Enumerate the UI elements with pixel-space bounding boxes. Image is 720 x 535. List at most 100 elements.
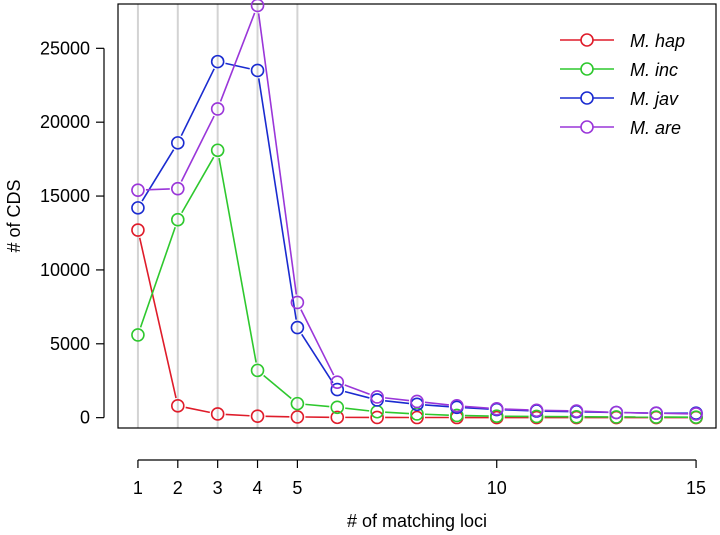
series-line-segment [257, 13, 298, 295]
series-line-segment [225, 413, 250, 417]
series-line-segment [218, 157, 257, 363]
series-line-segment [145, 188, 170, 191]
y-axis-title: # of CDS [4, 179, 24, 252]
data-point [131, 328, 145, 342]
series-line-segment [180, 115, 215, 182]
data-point [290, 396, 305, 411]
data-point [210, 407, 225, 421]
data-point [250, 409, 265, 423]
data-point [529, 403, 544, 418]
data-point [131, 223, 145, 237]
series-line-segment [424, 413, 449, 416]
gridlines [136, 4, 299, 428]
series-line-segment [301, 333, 334, 384]
series-line-segment [345, 407, 370, 412]
series-group [131, 0, 703, 421]
series-line-segment [464, 406, 489, 410]
y-tick-label: 10000 [40, 260, 90, 280]
series-line-segment [257, 78, 297, 320]
legend-item: M. hap [560, 31, 685, 51]
legend-item: M. inc [560, 60, 678, 80]
legend: M. hap M. inc M. jav M. are [560, 31, 685, 138]
legend-marker [580, 62, 594, 76]
data-point [290, 320, 305, 335]
data-point [250, 363, 265, 378]
data-point [330, 400, 345, 415]
series-line-segment [384, 397, 410, 402]
data-point [290, 295, 305, 310]
plot-frame [117, 3, 717, 429]
x-axis-title: # of matching loci [347, 511, 487, 531]
legend-label: M. hap [630, 31, 685, 51]
series [131, 0, 703, 425]
data-point [171, 181, 185, 196]
legend-marker [580, 33, 594, 47]
series-line-segment [180, 68, 215, 137]
series-line-segment [385, 411, 410, 415]
y-tick-label: 25000 [40, 38, 90, 58]
x-tick-label: 10 [487, 478, 507, 498]
legend-marker [580, 120, 594, 134]
data-point [330, 382, 345, 397]
data-point [410, 394, 424, 409]
data-point [689, 407, 703, 421]
y-tick-label: 5000 [50, 334, 90, 354]
y-tick-label: 15000 [40, 186, 90, 206]
data-point [609, 405, 624, 420]
legend-label: M. are [630, 118, 681, 138]
data-point [489, 401, 504, 416]
x-tick-label: 15 [686, 478, 706, 498]
series-line-segment [225, 62, 250, 70]
data-point [131, 201, 145, 215]
series-line-segment [464, 405, 489, 410]
data-point [210, 102, 225, 116]
series-line-segment [424, 404, 449, 408]
series-line-segment [141, 149, 175, 202]
data-point [210, 143, 225, 158]
x-tick-label: 2 [173, 478, 183, 498]
data-point [410, 410, 424, 425]
data-point [250, 0, 265, 13]
data-point [450, 399, 464, 413]
series-line-segment [424, 401, 450, 406]
series-line-segment [263, 374, 292, 400]
data-point [131, 183, 145, 197]
series-line-segment [139, 226, 176, 328]
series-group [131, 143, 703, 425]
y-tick-label: 20000 [40, 112, 90, 132]
data-point [450, 408, 464, 423]
legend-label: M. inc [630, 60, 678, 80]
data-point [370, 390, 384, 404]
data-point [290, 410, 305, 424]
x-tick-label: 1 [133, 478, 143, 498]
data-point [370, 393, 384, 407]
data-point [569, 409, 584, 424]
legend-item: M. jav [560, 89, 679, 109]
series-line-segment [300, 309, 335, 376]
data-point [529, 409, 544, 424]
legend-item: M. are [560, 118, 681, 138]
data-point [370, 410, 384, 425]
data-point [689, 410, 703, 425]
data-point [649, 410, 664, 424]
series-line-segment [305, 403, 330, 408]
data-point [171, 136, 185, 150]
series-line-segment [181, 156, 215, 214]
data-point [330, 375, 345, 390]
series-line-segment [344, 390, 370, 399]
axes: 1 2 3 4 5 10 15 0 5000 10000 15000 20000 25000 [40, 38, 706, 498]
data-point [171, 212, 185, 227]
series-line-segment [219, 12, 256, 102]
data-point [489, 409, 504, 423]
x-tick-label: 5 [292, 478, 302, 498]
data-point [171, 399, 185, 413]
data-point [609, 410, 624, 424]
series-line-segment [138, 237, 177, 399]
series-line-segment [185, 406, 210, 414]
legend-marker [580, 91, 594, 105]
series-line-segment [384, 400, 410, 405]
x-tick-label: 3 [213, 478, 223, 498]
series-line-segment [584, 410, 609, 413]
series-line-segment [344, 384, 370, 395]
